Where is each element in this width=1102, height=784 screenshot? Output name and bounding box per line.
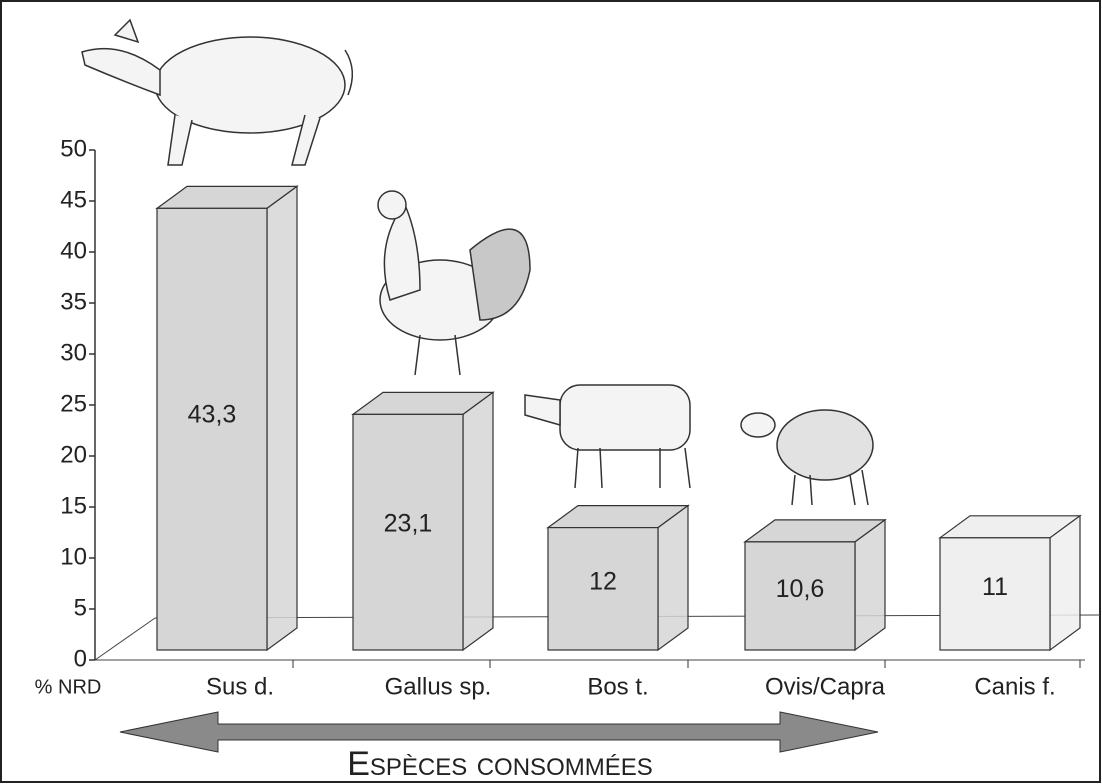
y-tick-label: 25	[60, 390, 87, 417]
bar	[548, 506, 688, 650]
y-tick-label: 0	[74, 645, 87, 672]
bar-side	[855, 520, 885, 650]
chart: % NRD Espèces consommées 0 5 10 15 20 25 30 35 4…	[0, 0, 1102, 784]
y-tick-label: 35	[60, 288, 87, 315]
x-tick-label: Gallus sp.	[385, 673, 492, 700]
y-tick-label: 15	[60, 492, 87, 519]
value-label: 11	[982, 573, 1008, 601]
value-label: 12	[589, 567, 617, 595]
y-tick-label: 40	[60, 237, 87, 264]
y-tick-label: 20	[60, 441, 87, 468]
bar-side	[1050, 516, 1080, 650]
y-axis-label: % NRD	[35, 676, 102, 698]
value-label: 10,6	[776, 575, 825, 603]
bar-front	[157, 208, 267, 650]
y-tick-label: 45	[60, 186, 87, 213]
x-axis-label: Espèces consommées	[347, 745, 653, 783]
bar	[940, 516, 1080, 650]
y-tick-label: 30	[60, 339, 87, 366]
bar-side	[267, 186, 297, 650]
y-tick-label: 5	[74, 594, 87, 621]
x-tick-label: Bos t.	[587, 673, 648, 700]
y-tick-label: 10	[60, 543, 87, 570]
bar-side	[463, 392, 493, 650]
x-tick-label: Ovis/Capra	[765, 673, 886, 700]
value-label: 43,3	[188, 401, 237, 429]
x-tick-label: Sus d.	[206, 673, 274, 700]
y-tick-label: 50	[60, 135, 87, 162]
x-tick-label: Canis f.	[974, 673, 1055, 700]
value-label: 23,1	[384, 510, 433, 538]
bar-side	[658, 506, 688, 650]
